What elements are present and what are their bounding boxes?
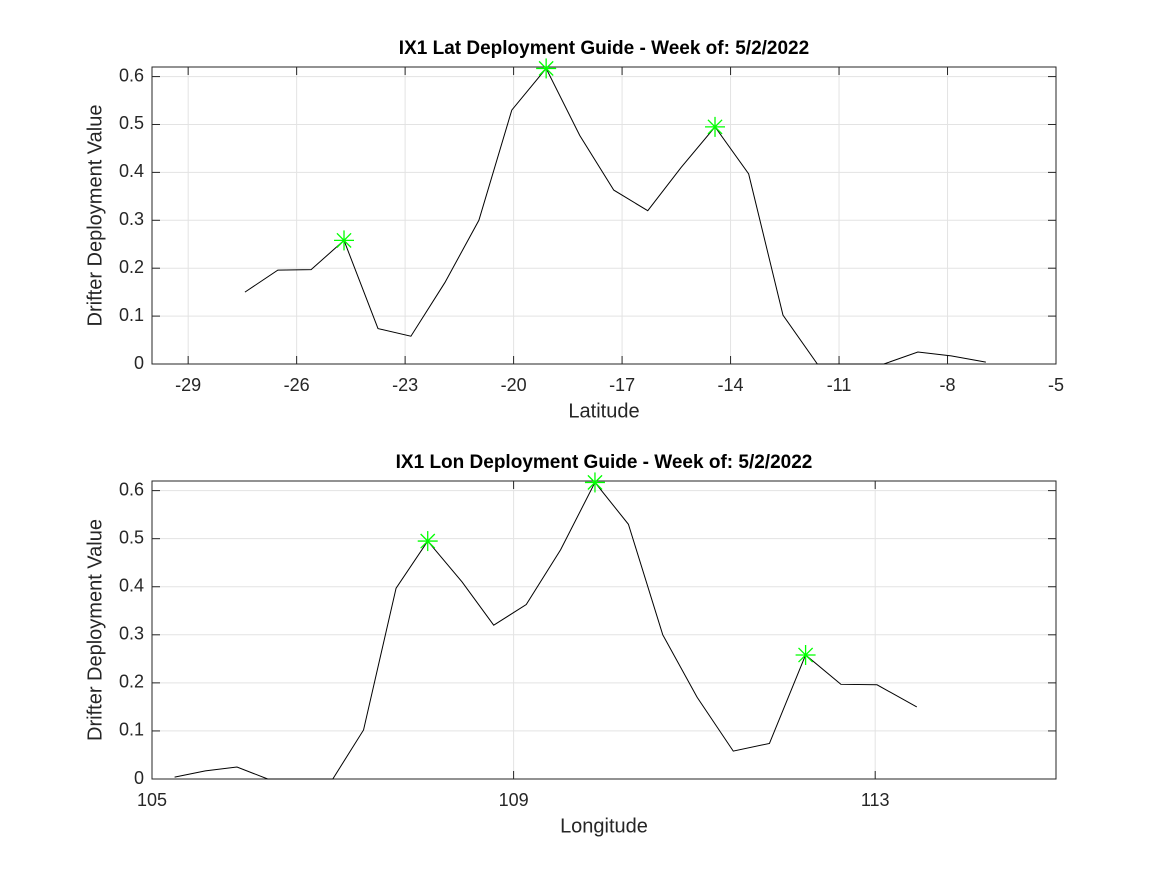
y-tick-label: 0.1	[119, 720, 144, 740]
y-tick-label: 0.6	[119, 479, 144, 499]
peak-marker	[584, 472, 605, 493]
y-tick-label: 0.6	[119, 65, 144, 85]
x-axis-label: Longitude	[560, 815, 648, 837]
x-tick-label: -17	[609, 375, 635, 395]
chart-title: IX1 Lat Deployment Guide - Week of: 5/2/…	[399, 38, 809, 59]
axes-box	[151, 66, 1057, 365]
x-tick-label: -29	[175, 375, 201, 395]
data-line	[174, 481, 918, 780]
y-tick-label: 0	[134, 768, 144, 788]
peak-marker	[536, 58, 557, 79]
marker-stroke	[798, 647, 814, 663]
y-axis-label: Drifter Deployment Value	[84, 105, 106, 327]
peak-marker	[795, 644, 816, 665]
y-tick-label: 0.3	[119, 624, 144, 644]
peak-marker	[334, 230, 355, 251]
y-tick-label: 0.3	[119, 209, 144, 229]
marker-stroke	[587, 474, 603, 490]
x-tick-label: -5	[1048, 375, 1064, 395]
x-tick-label: -11	[827, 375, 852, 395]
x-tick-label: 105	[137, 790, 167, 810]
marker-stroke	[538, 60, 554, 76]
x-tick-label: -26	[284, 375, 310, 395]
x-tick-label: 109	[499, 790, 529, 810]
y-tick-label: 0.4	[119, 575, 144, 595]
x-tick-label: 113	[861, 790, 890, 810]
y-tick-label: 0.5	[119, 527, 144, 547]
x-tick-label: -23	[392, 375, 418, 395]
peak-marker	[705, 116, 726, 137]
y-tick-label: 0.2	[119, 257, 144, 277]
y-tick-label: 0.2	[119, 672, 144, 692]
marker-stroke	[707, 119, 723, 135]
x-tick-label: -8	[940, 375, 956, 395]
y-axis-label: Drifter Deployment Value	[84, 519, 106, 741]
plot-area	[152, 67, 1056, 364]
plot-area	[152, 481, 1056, 779]
y-tick-label: 0.1	[119, 305, 144, 325]
x-axis-label: Latitude	[568, 400, 639, 422]
axes-box	[151, 480, 1057, 780]
y-tick-label: 0	[134, 353, 144, 373]
marker-stroke	[336, 232, 352, 248]
chart-title: IX1 Lon Deployment Guide - Week of: 5/2/…	[396, 452, 813, 473]
data-line	[244, 67, 986, 365]
y-tick-label: 0.4	[119, 161, 144, 181]
x-tick-label: -14	[718, 375, 744, 395]
peak-marker	[417, 531, 438, 552]
marker-stroke	[420, 533, 436, 549]
y-tick-label: 0.5	[119, 113, 144, 133]
x-tick-label: -20	[501, 375, 527, 395]
